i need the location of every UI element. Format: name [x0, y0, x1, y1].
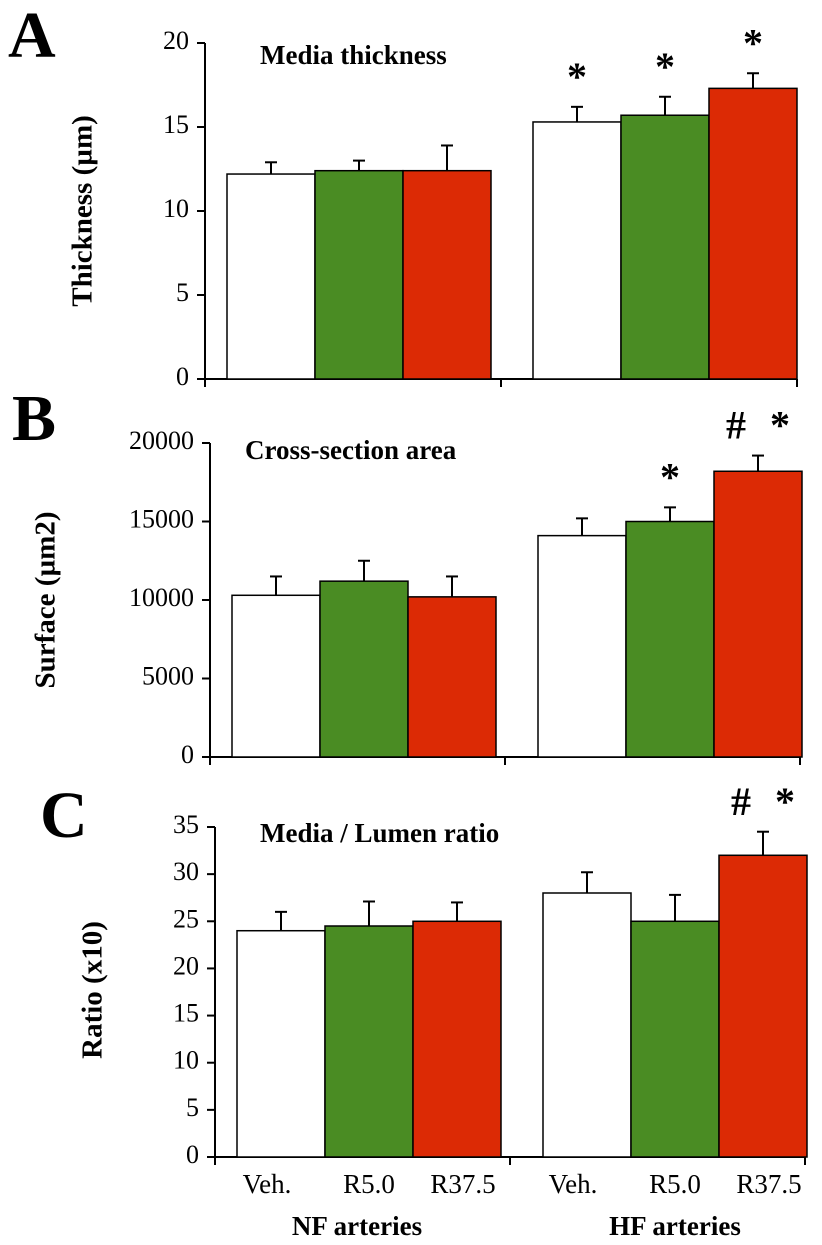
x-tick-label: Veh.: [549, 1169, 598, 1199]
significance-mark: *: [655, 44, 675, 89]
bar: [537, 534, 627, 758]
bar: [236, 929, 326, 1158]
bar: [412, 920, 502, 1158]
y-tick-label: 20: [163, 26, 189, 55]
bar: [407, 596, 497, 758]
category-label: NF arteries: [292, 1211, 422, 1241]
bar: [314, 169, 404, 380]
x-tick-label: R37.5: [430, 1169, 495, 1199]
significance-mark: *: [743, 20, 763, 65]
y-tick-label: 15000: [129, 504, 194, 533]
significance-mark: *: [660, 455, 680, 500]
y-tick-label: 10: [173, 1046, 199, 1075]
y-tick-label: 25: [173, 904, 199, 933]
y-tick-label: 10: [163, 194, 189, 223]
panel-letter: C: [40, 779, 88, 852]
chart-title: Media thickness: [260, 40, 447, 70]
y-tick-label: 35: [173, 810, 199, 839]
chart-title: Cross-section area: [245, 435, 457, 465]
bar: [226, 173, 316, 380]
y-axis-label: Thickness (µm): [67, 115, 99, 307]
y-tick-label: 0: [181, 740, 194, 769]
category-label: HF arteries: [609, 1211, 741, 1241]
y-axis-label: Surface (µm2): [30, 512, 62, 689]
bar: [402, 169, 492, 380]
bar: [324, 925, 414, 1158]
bar: [713, 470, 803, 758]
y-tick-label: 5: [186, 1093, 199, 1122]
significance-mark: # *: [731, 779, 795, 824]
panel-letter: B: [12, 382, 56, 455]
significance-mark: *: [567, 54, 587, 99]
y-tick-label: 30: [173, 857, 199, 886]
y-tick-label: 20: [173, 951, 199, 980]
x-tick-label: R37.5: [736, 1169, 801, 1199]
bar: [231, 594, 321, 758]
bar: [620, 114, 710, 380]
bar: [718, 854, 808, 1158]
bar: [625, 520, 715, 758]
y-tick-label: 5: [176, 278, 189, 307]
y-axis-label: Ratio (x10): [77, 921, 109, 1059]
bar: [708, 87, 798, 380]
panel-letter: A: [8, 0, 56, 72]
y-tick-label: 20000: [129, 426, 194, 455]
y-tick-label: 0: [176, 362, 189, 391]
x-tick-label: R5.0: [649, 1169, 701, 1199]
y-tick-label: 10000: [129, 583, 194, 612]
y-tick-label: 5000: [142, 661, 194, 690]
significance-mark: # *: [726, 403, 790, 448]
x-tick-label: R5.0: [343, 1169, 395, 1199]
y-tick-label: 15: [173, 999, 199, 1028]
bar: [532, 121, 622, 380]
y-tick-label: 0: [186, 1140, 199, 1169]
y-tick-label: 15: [163, 110, 189, 139]
bar: [319, 580, 409, 758]
bar: [630, 920, 720, 1158]
chart-title: Media / Lumen ratio: [260, 818, 499, 848]
x-tick-label: Veh.: [243, 1169, 292, 1199]
bar: [542, 892, 632, 1158]
